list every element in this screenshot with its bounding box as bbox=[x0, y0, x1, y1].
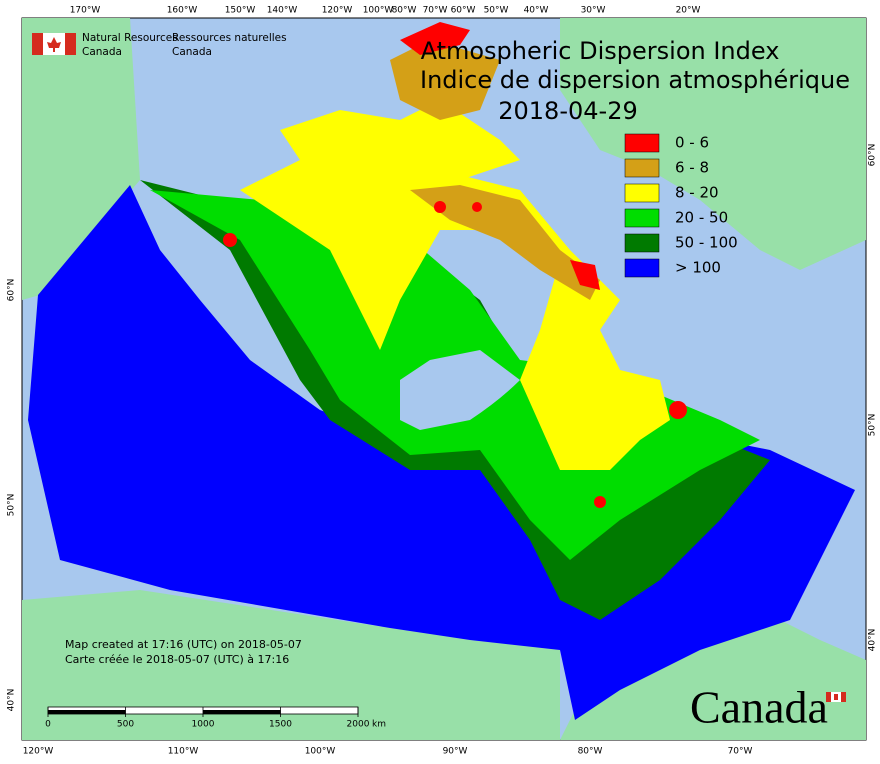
graticule-label: 60°N bbox=[868, 144, 878, 167]
graticule-label: 80°W bbox=[392, 6, 417, 16]
credit: Map created at 17:16 (UTC) on 2018-05-07 bbox=[65, 638, 302, 651]
graticule-label: 140°W bbox=[267, 6, 298, 16]
legend-swatch bbox=[624, 158, 660, 178]
legend-swatch bbox=[624, 233, 660, 253]
scale-label: 1000 bbox=[192, 720, 215, 730]
flag-bar bbox=[32, 33, 43, 55]
legend-label: > 100 bbox=[675, 259, 721, 277]
zone-0-6 bbox=[570, 260, 600, 290]
graticule-label: 20°W bbox=[676, 6, 701, 16]
legend-swatch bbox=[624, 258, 660, 278]
graticule-label: 40°N bbox=[7, 689, 17, 712]
flag-bar bbox=[841, 692, 846, 702]
logo-text: Canada bbox=[82, 46, 122, 58]
maple-leaf bbox=[834, 694, 838, 700]
zone-8-20 bbox=[240, 150, 670, 470]
scale-unit: km bbox=[372, 720, 386, 730]
graticule-label: 40°W bbox=[524, 6, 549, 16]
graticule-label: 170°W bbox=[70, 6, 101, 16]
graticule-label: 50°W bbox=[484, 6, 509, 16]
zone-0-6 bbox=[223, 233, 237, 247]
logo-text: Canada bbox=[172, 46, 212, 58]
graticule-label: 100°W bbox=[305, 747, 336, 757]
legend-swatch bbox=[624, 133, 660, 153]
scale-label: 500 bbox=[117, 720, 134, 730]
graticule-label: 150°W bbox=[225, 6, 256, 16]
graticule-label: 40°N bbox=[868, 629, 878, 652]
zone-6-8 bbox=[410, 185, 600, 300]
hudson-bay bbox=[400, 350, 520, 430]
scale-label: 0 bbox=[45, 720, 51, 730]
title: Atmospheric Dispersion Index bbox=[421, 37, 780, 65]
legend-label: 20 - 50 bbox=[675, 209, 728, 227]
graticule-label: 50°N bbox=[7, 494, 17, 517]
zone-0-6 bbox=[400, 22, 470, 55]
graticule-label: 60°W bbox=[451, 6, 476, 16]
ellesmere bbox=[390, 40, 500, 120]
flag-bar bbox=[65, 33, 76, 55]
legend-swatch bbox=[624, 208, 660, 228]
zone-0-6 bbox=[594, 496, 606, 508]
maple-leaf bbox=[47, 37, 61, 52]
title-fr: Indice de dispersion atmosphérique bbox=[420, 66, 850, 94]
legend-label: 50 - 100 bbox=[675, 234, 738, 252]
scale-segment bbox=[48, 710, 126, 714]
graticule-label: 100°W bbox=[363, 6, 394, 16]
graticule-label: 90°W bbox=[443, 747, 468, 757]
graticule-label: 120°W bbox=[322, 6, 353, 16]
arctic-islands bbox=[280, 100, 520, 180]
logo-text: Natural Resources bbox=[82, 32, 178, 44]
graticule-label: 60°N bbox=[7, 279, 17, 302]
greenland bbox=[560, 18, 866, 270]
graticule-label: 30°W bbox=[581, 6, 606, 16]
graticule-label: 120°W bbox=[23, 747, 54, 757]
graticule-label: 110°W bbox=[168, 747, 199, 757]
graticule-label: 70°W bbox=[728, 747, 753, 757]
zone-0-6 bbox=[472, 202, 482, 212]
alaska bbox=[22, 18, 140, 300]
wordmark-flag bbox=[826, 692, 846, 702]
logo-text: Ressources naturelles bbox=[172, 32, 287, 44]
logo-flag bbox=[32, 33, 76, 55]
wordmark: Canada bbox=[690, 682, 828, 733]
scale-label: 1500 bbox=[269, 720, 292, 730]
legend-swatch bbox=[624, 183, 660, 203]
graticule-label: 80°W bbox=[578, 747, 603, 757]
zone-0-6 bbox=[669, 401, 687, 419]
legend-label: 8 - 20 bbox=[675, 184, 719, 202]
flag-bar bbox=[826, 692, 831, 702]
graticule-label: 50°N bbox=[868, 414, 878, 437]
usa bbox=[22, 590, 560, 740]
graticule-label: 70°W bbox=[423, 6, 448, 16]
graticule-label: 160°W bbox=[167, 6, 198, 16]
date: 2018-04-29 bbox=[498, 97, 637, 125]
credit: Carte créée le 2018-05-07 (UTC) à 17:16 bbox=[65, 653, 289, 666]
legend-label: 0 - 6 bbox=[675, 134, 709, 152]
scale-label: 2000 bbox=[347, 720, 370, 730]
scale-segment bbox=[203, 710, 281, 714]
zone-0-6 bbox=[434, 201, 446, 213]
legend-label: 6 - 8 bbox=[675, 159, 709, 177]
